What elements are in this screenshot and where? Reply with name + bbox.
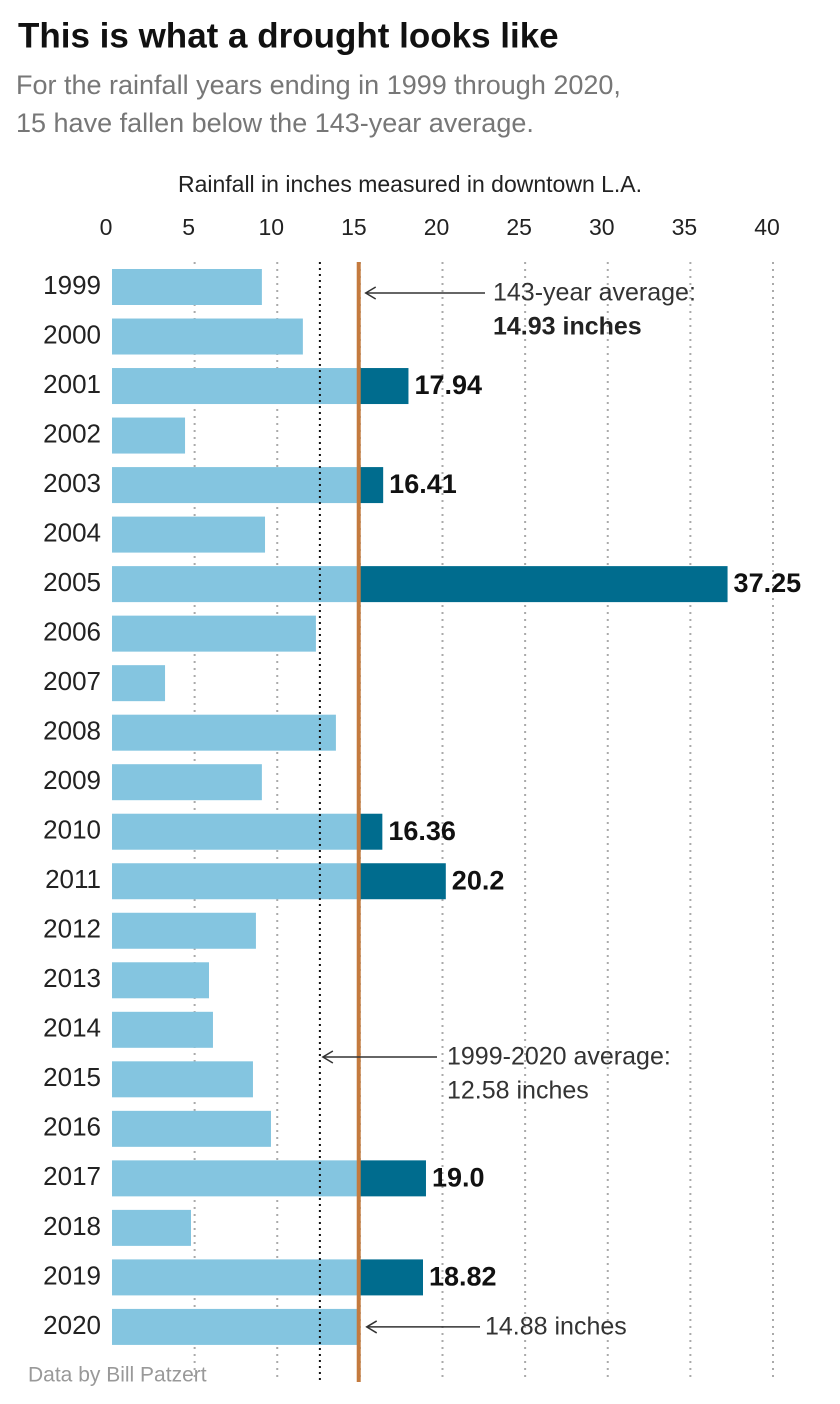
y-tick-label: 2014 xyxy=(43,1013,101,1043)
arrow-head xyxy=(365,1320,378,1334)
y-tick-label: 2017 xyxy=(43,1161,101,1191)
source: Data by Bill Patzert xyxy=(28,1364,207,1387)
value-label: 19.0 xyxy=(432,1162,485,1192)
y-tick-label: 2016 xyxy=(43,1112,101,1142)
annotation: 143-year average: xyxy=(493,279,696,307)
bar xyxy=(112,813,359,850)
y-tick-label: 2002 xyxy=(43,418,101,448)
x-tick-label: 10 xyxy=(258,214,284,240)
y-tick-label: 2013 xyxy=(43,963,101,993)
bar xyxy=(112,566,359,603)
bar xyxy=(112,368,359,405)
y-tick-label: 2003 xyxy=(43,468,101,498)
x-tick-label: 20 xyxy=(424,214,450,240)
bar-above-average xyxy=(358,863,446,900)
bar xyxy=(112,1308,358,1345)
bar xyxy=(112,269,262,305)
y-tick-label: 2010 xyxy=(43,815,101,845)
value-label: 20.2 xyxy=(452,865,505,895)
bar xyxy=(112,1061,253,1098)
x-tick-label: 35 xyxy=(672,214,698,240)
y-tick-label: 2006 xyxy=(43,617,101,647)
axis-title: Rainfall in inches measured in downtown … xyxy=(178,171,642,197)
arrow-head xyxy=(364,286,377,300)
y-tick-label: 2004 xyxy=(43,517,101,547)
y-tick-label: 2001 xyxy=(43,369,101,399)
value-label: 14.88 inches xyxy=(485,1313,627,1341)
annotation: 12.58 inches xyxy=(447,1077,589,1105)
y-tick-label: 2008 xyxy=(43,716,101,746)
value-label: 37.25 xyxy=(734,568,802,598)
bar xyxy=(112,516,266,553)
y-tick-label: 2019 xyxy=(43,1260,101,1290)
bar xyxy=(112,962,210,999)
bar xyxy=(112,665,166,702)
bar xyxy=(112,467,359,504)
y-tick-label: 2007 xyxy=(43,666,101,696)
bar xyxy=(112,1160,359,1197)
bar xyxy=(112,1209,191,1246)
bar xyxy=(112,318,303,355)
bar-above-average xyxy=(358,1160,426,1197)
bar-above-average xyxy=(358,368,409,405)
x-tick-label: 25 xyxy=(506,214,532,240)
x-tick-label: 15 xyxy=(341,214,367,240)
y-tick-label: 2012 xyxy=(43,914,101,944)
bar xyxy=(112,863,359,900)
y-tick-label: 2000 xyxy=(43,319,101,349)
subtitle: 15 have fallen below the 143-year averag… xyxy=(16,108,534,138)
y-tick-label: 2020 xyxy=(43,1310,101,1340)
bar xyxy=(112,615,316,652)
value-label: 16.36 xyxy=(388,816,456,846)
bar-above-average xyxy=(358,813,383,850)
x-tick-label: 5 xyxy=(182,214,195,240)
bar-above-average xyxy=(358,1259,424,1296)
subtitle: For the rainfall years ending in 1999 th… xyxy=(16,70,621,100)
value-label: 17.94 xyxy=(414,370,482,400)
bar xyxy=(112,764,262,801)
annotation: 14.93 inches xyxy=(493,313,642,341)
value-label: 16.41 xyxy=(389,469,457,499)
bar xyxy=(112,1110,271,1147)
bar-above-average xyxy=(358,566,728,603)
y-tick-label: 2005 xyxy=(43,567,101,597)
bar xyxy=(112,714,336,751)
y-tick-label: 2009 xyxy=(43,765,101,795)
x-tick-label: 0 xyxy=(100,214,113,240)
bar xyxy=(112,1011,213,1048)
chart-title: This is what a drought looks like xyxy=(18,16,559,55)
y-tick-label: 2011 xyxy=(45,864,101,894)
bar xyxy=(112,912,256,949)
y-tick-label: 1999 xyxy=(43,270,101,300)
y-tick-label: 2015 xyxy=(43,1062,101,1092)
annotation: 1999-2020 average: xyxy=(447,1043,671,1071)
bar xyxy=(112,1259,359,1296)
y-tick-label: 2018 xyxy=(43,1211,101,1241)
bar-above-average xyxy=(358,467,384,504)
bar xyxy=(112,417,186,454)
value-label: 18.82 xyxy=(429,1262,497,1292)
x-tick-label: 30 xyxy=(589,214,615,240)
arrow-head xyxy=(321,1050,334,1064)
x-tick-label: 40 xyxy=(754,214,780,240)
